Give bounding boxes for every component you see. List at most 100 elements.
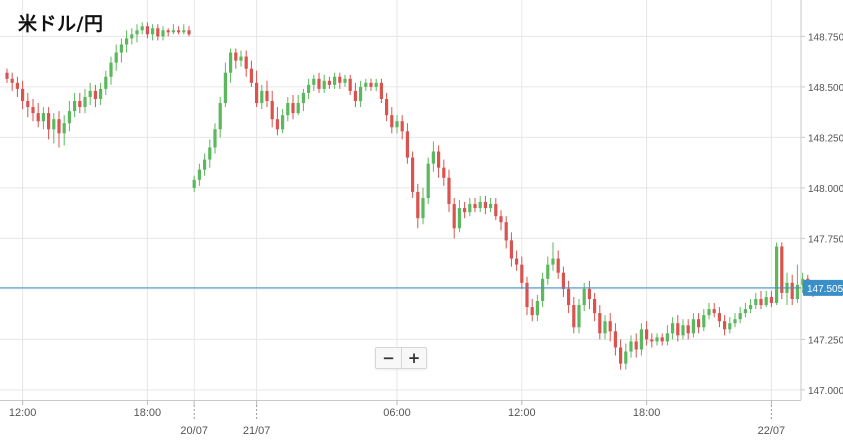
candle-body	[249, 68, 253, 83]
candle-body	[577, 305, 581, 328]
candle	[390, 107, 394, 134]
candle-body	[619, 347, 623, 364]
candle	[145, 22, 149, 39]
y-tick-label: 148.250	[808, 133, 843, 144]
candle	[608, 313, 612, 342]
candle	[15, 76, 19, 97]
candle-body	[239, 56, 243, 61]
candle-body	[244, 56, 248, 69]
candle	[572, 296, 576, 334]
candle	[161, 26, 165, 41]
candle	[447, 169, 451, 213]
x-date-label: 20/07	[180, 425, 208, 437]
candle	[525, 276, 529, 316]
candle-body	[338, 76, 342, 83]
zoom-in-button[interactable]: +	[401, 348, 426, 368]
candle	[255, 70, 259, 108]
candle-body	[130, 34, 134, 39]
candle	[645, 321, 649, 346]
candle-body	[431, 151, 435, 164]
candle	[504, 216, 508, 249]
x-date-label: 22/07	[758, 425, 786, 437]
candle	[348, 74, 352, 95]
candle	[733, 313, 737, 328]
candle-body	[780, 246, 784, 293]
candle	[457, 200, 461, 233]
candle-body	[405, 131, 409, 158]
candle	[78, 92, 82, 114]
candle-body	[369, 82, 373, 87]
candle	[286, 96, 290, 122]
candle	[624, 343, 628, 370]
candle	[317, 72, 321, 93]
candle-body	[192, 179, 196, 188]
candle-body	[333, 76, 337, 85]
candle	[473, 197, 477, 213]
candle	[561, 266, 565, 297]
candle-body	[645, 329, 649, 340]
candle	[223, 62, 227, 108]
candle-body	[587, 288, 591, 299]
candle	[171, 24, 175, 35]
candle-body	[769, 296, 773, 304]
candle-body	[468, 204, 472, 213]
candle	[5, 68, 9, 83]
candle	[468, 197, 472, 217]
candle	[234, 48, 238, 69]
candle-body	[307, 84, 311, 93]
candle-body	[41, 113, 45, 122]
candle-body	[593, 298, 597, 314]
candle	[665, 325, 669, 346]
candle-body	[229, 52, 233, 73]
candle	[556, 250, 560, 279]
candle	[322, 74, 326, 93]
candle-body	[499, 216, 503, 223]
candle	[385, 92, 389, 122]
zoom-controls: − +	[375, 347, 427, 369]
candle-body	[223, 72, 227, 104]
candle-body	[197, 169, 201, 180]
candle	[582, 282, 586, 312]
candle	[307, 78, 311, 99]
candle	[166, 28, 170, 37]
candle	[57, 111, 61, 148]
candle	[452, 197, 456, 239]
candle-body	[379, 82, 383, 99]
candle	[156, 24, 160, 41]
current-price-badge	[803, 279, 843, 296]
candle-body	[650, 339, 654, 342]
candle	[21, 80, 25, 110]
candle	[104, 70, 108, 95]
candle-body	[541, 278, 545, 302]
candle	[99, 82, 103, 106]
candle	[717, 307, 721, 328]
x-tick-label: 18:00	[134, 407, 162, 419]
x-tick-label: 06:00	[383, 407, 411, 419]
candle	[541, 272, 545, 308]
candle-body	[738, 313, 742, 320]
candle-layer	[5, 22, 815, 370]
candle	[26, 92, 30, 118]
candle-body	[749, 305, 753, 310]
candle-body	[374, 82, 378, 87]
y-tick-label: 147.000	[808, 386, 843, 397]
candle	[619, 339, 623, 370]
candle-body	[21, 88, 25, 102]
candle	[426, 157, 430, 205]
candle-body	[608, 321, 612, 332]
candle-body	[603, 321, 607, 334]
candle	[88, 82, 92, 106]
candle-body	[697, 319, 701, 328]
candle-body	[67, 111, 71, 124]
zoom-out-button[interactable]: −	[376, 348, 401, 368]
candle	[400, 115, 404, 140]
candle-body	[317, 78, 321, 89]
candle-body	[93, 90, 97, 99]
candle	[494, 197, 498, 221]
candle	[530, 298, 534, 322]
candle-body	[301, 92, 305, 104]
candle-body	[416, 191, 420, 219]
candle	[509, 232, 513, 267]
